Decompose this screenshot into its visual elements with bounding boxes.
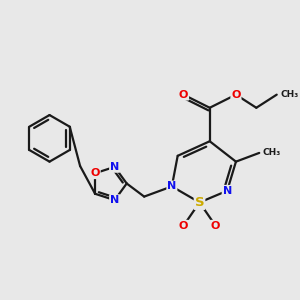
Text: O: O — [179, 90, 188, 100]
Text: N: N — [110, 162, 119, 172]
Text: N: N — [223, 186, 232, 196]
Text: O: O — [179, 221, 188, 231]
Text: CH₃: CH₃ — [263, 148, 281, 158]
Text: CH₃: CH₃ — [280, 90, 298, 99]
Text: O: O — [231, 90, 241, 100]
Text: N: N — [110, 195, 119, 205]
Text: N: N — [167, 182, 176, 191]
Text: O: O — [90, 168, 100, 178]
Text: O: O — [211, 221, 220, 231]
Text: S: S — [195, 196, 204, 209]
